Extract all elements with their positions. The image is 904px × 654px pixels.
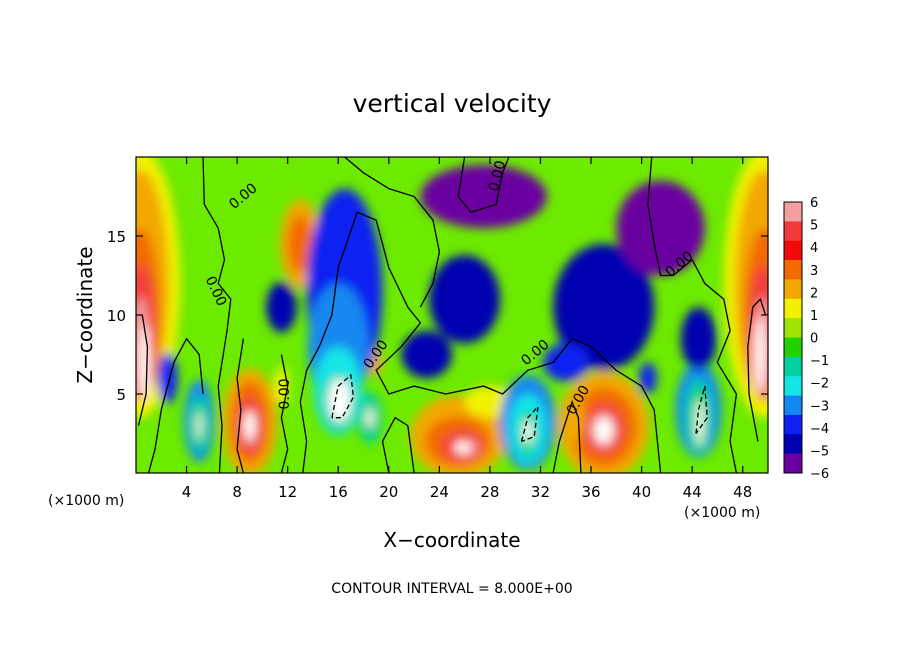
contour-line-1 — [299, 267, 339, 473]
colorbar-cell — [784, 376, 802, 396]
x-unit-right: (×1000 m) — [684, 505, 760, 521]
colorbar-label: 1 — [810, 309, 818, 324]
x-tick-label: 32 — [531, 483, 550, 501]
negative-contour-0 — [331, 373, 355, 419]
contour-line-2 — [337, 211, 662, 473]
velocity-field — [136, 157, 768, 473]
colorbar-cell — [784, 318, 802, 338]
x-tick-label: 20 — [379, 483, 398, 501]
colorbar-label: −1 — [810, 354, 829, 369]
field-patch-52 — [639, 362, 657, 395]
contour-line-8 — [280, 354, 289, 473]
core-5 — [695, 398, 704, 447]
contour-interval-text: CONTOUR INTERVAL = 8.000E+00 — [331, 581, 572, 597]
contour-line-4 — [457, 157, 510, 214]
y-axis-ticks: 5 10 15 — [107, 228, 768, 404]
contour-line-3 — [344, 157, 441, 308]
colorbar-label: 6 — [810, 196, 818, 211]
core-7 — [754, 316, 765, 393]
colorbar-cell — [784, 279, 802, 300]
core-8 — [139, 324, 150, 401]
y-tick-label: 15 — [107, 228, 126, 246]
core-2 — [454, 441, 470, 455]
colorbar-label: −5 — [810, 444, 829, 459]
colorbar-cell — [784, 395, 802, 416]
colorbar-cell — [784, 260, 802, 280]
chart-title: vertical velocity — [353, 89, 552, 118]
contour-line-9 — [381, 416, 415, 473]
contour-line-0 — [202, 157, 232, 473]
colorbar-label: 4 — [810, 241, 818, 256]
contour-line-10 — [552, 399, 582, 473]
colorbar-cell — [784, 434, 802, 454]
field-patch-47 — [429, 255, 500, 344]
x-tick-label: 40 — [632, 483, 651, 501]
field-patch-46 — [553, 243, 655, 371]
core-6 — [196, 411, 202, 440]
colorbar-cell — [784, 298, 802, 319]
colorbar-frame — [783, 201, 803, 474]
contour-line-6 — [147, 337, 204, 473]
x-tick-label: 16 — [329, 483, 348, 501]
contour-line-11 — [747, 297, 767, 442]
colorbar-cell — [784, 337, 802, 358]
x-tick-label: 12 — [278, 483, 297, 501]
contour-line-7 — [236, 338, 245, 473]
plot-area: 0.000.000.000.000.000.000.000.00 — [136, 157, 768, 473]
x-tick-label: 4 — [182, 483, 192, 501]
x-unit-left: (×1000 m) — [48, 493, 124, 509]
contour-line-12 — [137, 314, 149, 426]
colorbar-cell — [784, 414, 802, 435]
negative-contour-1 — [520, 404, 539, 443]
field-patch-48 — [401, 330, 453, 379]
x-tick-label: 48 — [733, 483, 752, 501]
negative-contour-2 — [695, 385, 708, 434]
x-tick-label: 36 — [581, 483, 600, 501]
x-axis-ticks: 4 8 12 16 20 24 28 32 36 40 44 48 — [182, 157, 752, 501]
y-tick-label: 5 — [116, 386, 126, 404]
colorbar-cell — [784, 453, 802, 474]
colorbar-label: −2 — [810, 377, 829, 392]
x-axis-label: X−coordinate — [383, 528, 520, 552]
zero-contours — [137, 157, 767, 473]
contour-label-2: 0.00 — [277, 378, 293, 409]
colorbar-label: 2 — [810, 286, 818, 301]
core-9 — [366, 408, 374, 428]
colorbar: 6 5 4 3 2 1 0 −1 −2 −3 −4 −5 −6 — [783, 196, 829, 482]
field-patch-53 — [616, 180, 705, 276]
field-patch-11 — [287, 215, 313, 273]
contour-line-5 — [647, 157, 738, 473]
colorbar-label: 3 — [810, 264, 818, 279]
colorbar-label: −4 — [810, 422, 829, 437]
y-tick-label: 10 — [107, 307, 126, 325]
core-1 — [328, 378, 351, 423]
colorbar-label: −3 — [810, 399, 829, 414]
x-tick-label: 44 — [683, 483, 702, 501]
colorbar-cell — [784, 240, 802, 261]
field-patch-54 — [420, 164, 547, 229]
x-tick-label: 28 — [480, 483, 499, 501]
colorbar-cell — [784, 221, 802, 242]
colorbar-label: −6 — [810, 467, 829, 482]
contour-label-4: 0.00 — [486, 159, 510, 193]
x-tick-label: 24 — [430, 483, 449, 501]
core-0 — [244, 411, 256, 440]
field-patch-49 — [543, 343, 589, 382]
y-axis-label: Z−coordinate — [73, 246, 97, 383]
field-patch-50 — [266, 281, 297, 333]
colorbar-label: 5 — [810, 219, 818, 234]
field-patch-51 — [680, 307, 717, 371]
colorbar-label: 0 — [810, 332, 818, 347]
colorbar-cell — [784, 356, 802, 377]
core-3 — [594, 417, 613, 443]
colorbar-cell — [784, 202, 802, 222]
x-tick-label: 8 — [232, 483, 242, 501]
